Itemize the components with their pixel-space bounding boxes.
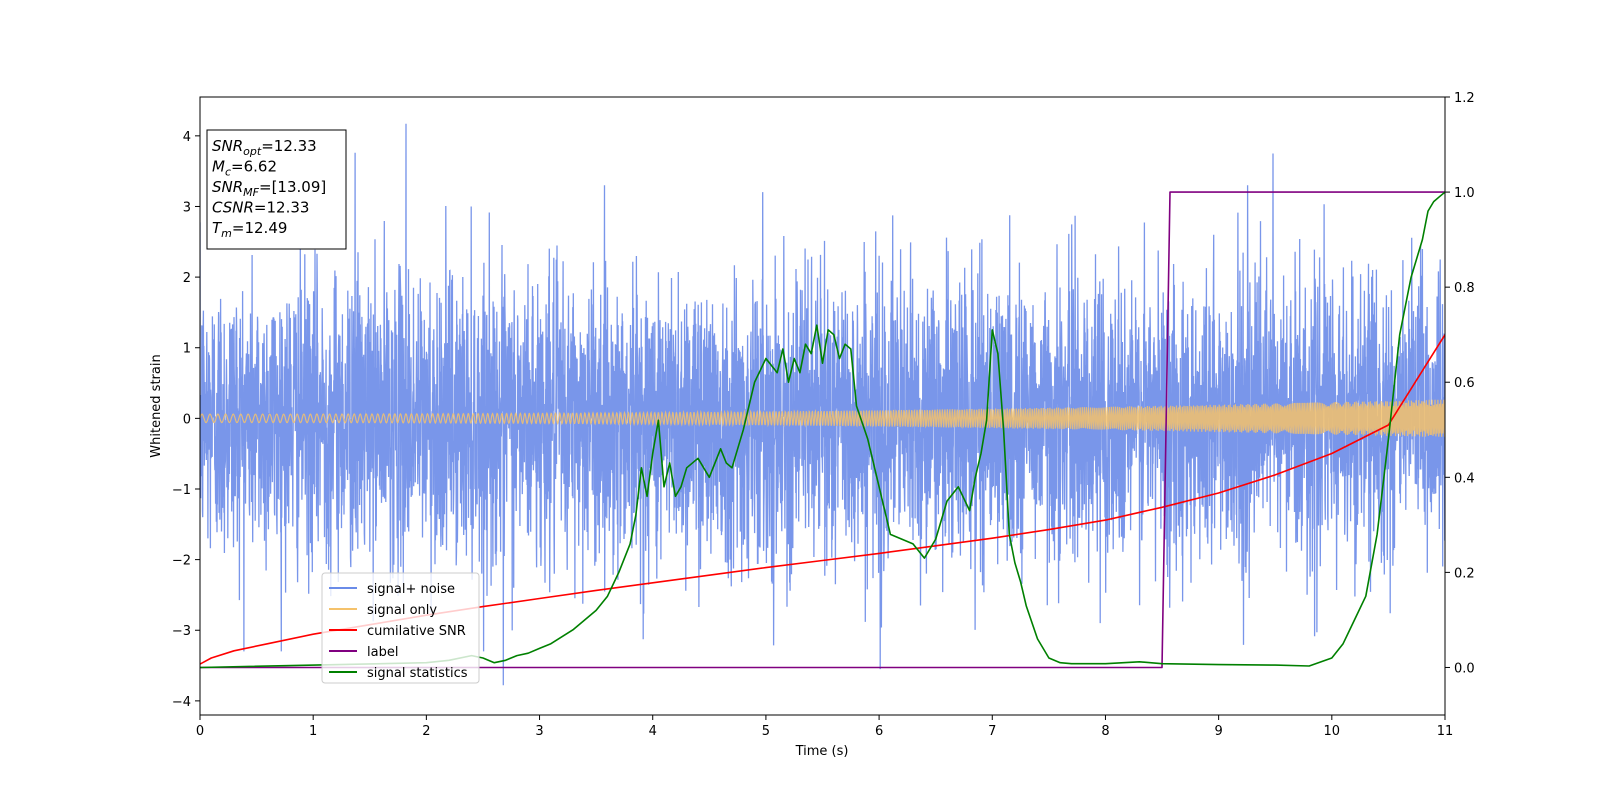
x-tick-label: 9: [1214, 724, 1222, 739]
legend-label: signal statistics: [367, 666, 468, 681]
series-layer: [200, 123, 1445, 686]
info-label: SNR: [212, 178, 243, 196]
x-tick-label: 5: [762, 724, 770, 739]
y-left-tick-label: −3: [172, 624, 191, 639]
y-right-tick-label: 1.0: [1454, 186, 1475, 201]
info-label: M: [212, 158, 225, 176]
y-right-tick-label: 0.2: [1454, 566, 1475, 581]
series-signal-only-line: [200, 399, 1445, 437]
y-left-tick-label: −2: [172, 554, 191, 569]
y-left-tick-label: 3: [183, 200, 191, 215]
info-subscript: m: [221, 227, 232, 240]
y-left-tick-label: −1: [172, 483, 191, 498]
legend-label: label: [367, 645, 398, 660]
y-right-tick-label: 0.4: [1454, 471, 1475, 486]
legend: signal+ noise signal only cumilative SNR la…: [321, 572, 480, 684]
series-label-line: [200, 191, 1445, 669]
info-label: CSNR: [212, 199, 254, 217]
y-right-tick-label: 1.2: [1454, 91, 1475, 106]
series-signal-statistics-line: [200, 191, 1445, 669]
axes-frame: [199, 96, 1446, 716]
info-box-frame: [206, 129, 347, 250]
info-label: T: [212, 219, 223, 237]
info-subscript: c: [225, 166, 231, 179]
y-left-tick-label: 2: [183, 271, 191, 286]
y-axis-right: 0.0 0.2 0.4 0.6 0.8 1.0 1.2: [1445, 91, 1475, 676]
y-left-tick-label: −4: [172, 695, 191, 710]
info-label: SNR: [212, 137, 243, 155]
info-value: =12.33: [254, 199, 310, 217]
info-subscript: opt: [243, 145, 262, 158]
info-value: =[13.09]: [259, 178, 326, 196]
series-cumulative-snr-line: [200, 334, 1445, 665]
info-value: =12.49: [232, 219, 288, 237]
y-axis-left: −4 −3 −2 −1 0 1 2 3 4: [172, 130, 200, 710]
x-tick-label: 1: [309, 724, 317, 739]
series-signal-noise-line: [200, 123, 1445, 686]
legend-label: signal only: [367, 603, 437, 618]
legend-label: cumilative SNR: [367, 624, 466, 639]
x-axis-label: Time (s): [795, 744, 849, 759]
x-tick-label: 2: [422, 724, 430, 739]
x-tick-label: 3: [535, 724, 543, 739]
y-right-tick-label: 0.6: [1454, 376, 1475, 391]
x-tick-label: 10: [1324, 724, 1341, 739]
info-subscript: MF: [243, 186, 259, 199]
x-axis: 0 1 2 3 4 5 6 7 8 9 10 11: [196, 715, 1453, 739]
y-left-tick-label: 4: [183, 130, 191, 145]
y-left-tick-label: 1: [183, 342, 191, 357]
x-tick-label: 0: [196, 724, 204, 739]
legend-frame: [321, 572, 480, 684]
info-box: SNRopt=12.33Mc=6.62SNRMF=[13.09]CSNR=12.…: [206, 129, 347, 250]
y-right-tick-label: 0.8: [1454, 281, 1475, 296]
info-line: CSNR=12.33: [212, 199, 309, 217]
y-axis-label: Whitened strain: [149, 354, 164, 457]
x-tick-label: 11: [1437, 724, 1454, 739]
y-left-tick-label: 0: [183, 412, 191, 427]
x-tick-label: 4: [649, 724, 657, 739]
info-line: Tm=12.49: [212, 219, 287, 240]
info-line: SNRopt=12.33: [212, 137, 317, 158]
info-value: =6.62: [231, 158, 277, 176]
info-line: SNRMF=[13.09]: [212, 178, 326, 199]
x-tick-label: 7: [988, 724, 996, 739]
legend-label: signal+ noise: [367, 582, 455, 597]
info-value: =12.33: [261, 137, 317, 155]
info-line: Mc=6.62: [212, 158, 277, 179]
y-right-tick-label: 0.0: [1454, 661, 1475, 676]
x-tick-label: 8: [1101, 724, 1109, 739]
x-tick-label: 6: [875, 724, 883, 739]
